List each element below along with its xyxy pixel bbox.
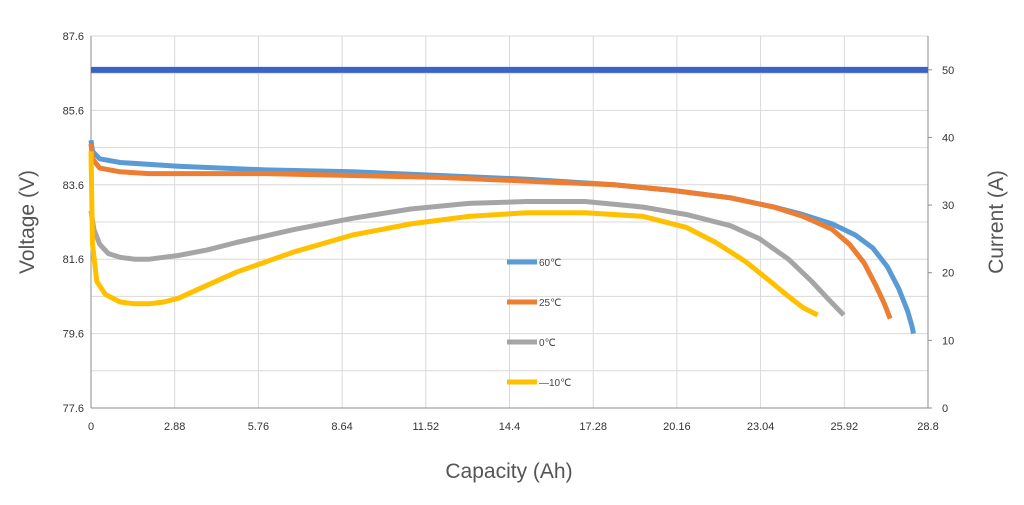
y-axis-title: Voltage (V) xyxy=(16,170,39,274)
x-tick-label: 0 xyxy=(88,421,94,433)
y2-tick-label: 30 xyxy=(942,200,954,212)
grid xyxy=(90,35,929,409)
legend-label: 60℃ xyxy=(539,258,561,269)
x-tick-label: 17.28 xyxy=(579,421,607,433)
axes: 77.6 79.6 81.6 83.6 85.6 87.6 0 10 20 30 40 50 0 2.88… xyxy=(63,31,955,433)
y-tick-label: 83.6 xyxy=(63,180,84,192)
x-tick-label: 25.92 xyxy=(831,421,859,433)
x-axis-title: Capacity (Ah) xyxy=(445,460,572,483)
legend-label: 0℃ xyxy=(539,338,556,349)
x-tick-label: 8.64 xyxy=(331,421,352,433)
y2-tick-label: 50 xyxy=(942,65,954,77)
series-line xyxy=(88,199,846,317)
legend-label: —10℃ xyxy=(539,378,571,389)
x-tick-label: 2.88 xyxy=(164,421,185,433)
x-tick-label: 23.04 xyxy=(747,421,775,433)
x-tick-label: 11.52 xyxy=(412,421,439,433)
y2-axis-title: Current (A) xyxy=(985,170,1008,274)
series-lines xyxy=(88,66,928,335)
y-tick-label: 85.6 xyxy=(63,105,84,117)
legend: 60℃ 25℃ 0℃ —10℃ xyxy=(507,258,571,389)
y-tick-label: 87.6 xyxy=(63,31,84,43)
series-line xyxy=(88,143,893,320)
y-tick-label: 81.6 xyxy=(63,254,84,266)
legend-label: 25℃ xyxy=(539,298,561,309)
x-tick-label: 28.8 xyxy=(917,421,938,433)
y2-tick-label: 10 xyxy=(942,335,954,347)
y2-tick-label: 0 xyxy=(942,403,948,415)
series-line xyxy=(88,151,819,318)
x-tick-label: 20.16 xyxy=(663,421,691,433)
series-line xyxy=(88,139,916,335)
x-tick-label: 14.4 xyxy=(499,421,520,433)
y-tick-label: 77.6 xyxy=(63,403,84,415)
x-tick-label: 5.76 xyxy=(248,421,269,433)
y2-tick-label: 20 xyxy=(942,268,954,280)
y-tick-label: 79.6 xyxy=(63,329,84,341)
y2-tick-label: 40 xyxy=(942,132,954,144)
